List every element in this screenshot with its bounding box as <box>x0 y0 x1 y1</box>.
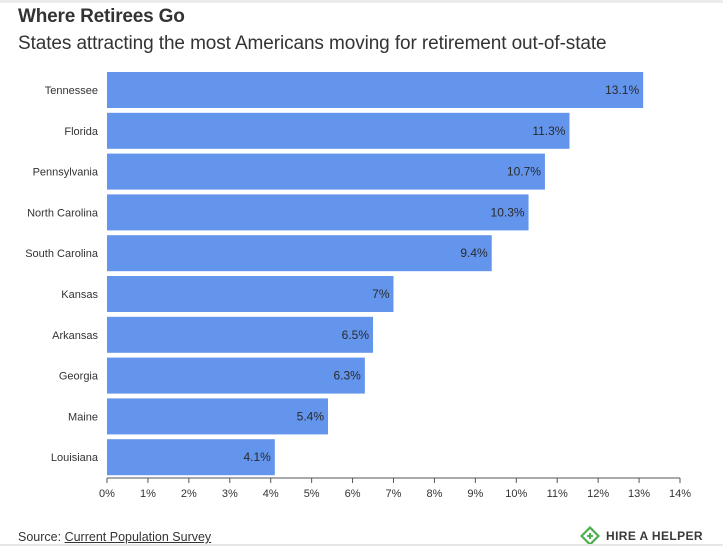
data-label: 13.1% <box>605 83 639 97</box>
bar <box>107 316 374 353</box>
bar <box>107 112 570 149</box>
bar <box>107 439 275 476</box>
category-label: Louisiana <box>51 452 99 464</box>
bar <box>107 398 329 435</box>
category-label: Maine <box>68 411 98 423</box>
bar <box>107 357 365 394</box>
bar <box>107 235 492 272</box>
category-label: Tennessee <box>45 85 98 97</box>
x-tick-label: 4% <box>263 488 279 500</box>
data-label: 6.3% <box>333 369 361 383</box>
x-tick-label: 6% <box>345 488 361 500</box>
data-label: 6.5% <box>342 328 370 342</box>
chart-title: Where Retirees Go <box>18 6 185 27</box>
category-label: Pennsylvania <box>33 167 99 179</box>
x-tick-label: 2% <box>181 488 197 500</box>
x-tick-label: 11% <box>547 488 568 500</box>
data-label: 7% <box>372 287 390 301</box>
bar <box>107 72 644 108</box>
bar <box>107 194 529 231</box>
data-label: 10.7% <box>507 165 541 179</box>
x-tick-label: 3% <box>222 488 238 500</box>
category-label: Kansas <box>61 289 98 301</box>
x-tick-label: 12% <box>587 488 609 500</box>
source-prefix: Source: <box>18 530 62 544</box>
hire-a-helper-logo-icon <box>580 526 600 546</box>
source-link[interactable]: Current Population Survey <box>64 530 212 544</box>
data-label: 4.1% <box>243 450 271 464</box>
brand-logo[interactable]: HIRE A HELPER <box>580 526 703 546</box>
category-label: South Carolina <box>25 248 99 260</box>
source-note: Source: Current Population Survey <box>18 530 211 544</box>
x-tick-label: 8% <box>426 488 442 500</box>
x-tick-label: 5% <box>304 488 320 500</box>
x-tick-label: 0% <box>99 488 115 500</box>
x-tick-label: 7% <box>386 488 402 500</box>
bottom-border <box>0 544 723 546</box>
data-label: 10.3% <box>491 205 525 219</box>
x-tick-label: 10% <box>505 488 527 500</box>
data-label: 9.4% <box>460 246 488 260</box>
x-tick-label: 13% <box>628 488 650 500</box>
category-label: Arkansas <box>52 330 98 342</box>
brand-name: HIRE A HELPER <box>606 529 703 543</box>
data-label: 11.3% <box>532 124 565 138</box>
x-tick-label: 1% <box>140 488 156 500</box>
category-label: Georgia <box>59 371 99 383</box>
bar <box>107 276 394 312</box>
bar <box>107 153 545 190</box>
category-label: Florida <box>64 126 99 138</box>
category-label: North Carolina <box>27 207 99 219</box>
data-label: 5.4% <box>297 409 325 423</box>
top-border <box>0 0 723 3</box>
x-tick-label: 9% <box>467 488 483 500</box>
x-tick-label: 14% <box>669 488 691 500</box>
chart-subtitle: States attracting the most Americans mov… <box>18 33 607 54</box>
